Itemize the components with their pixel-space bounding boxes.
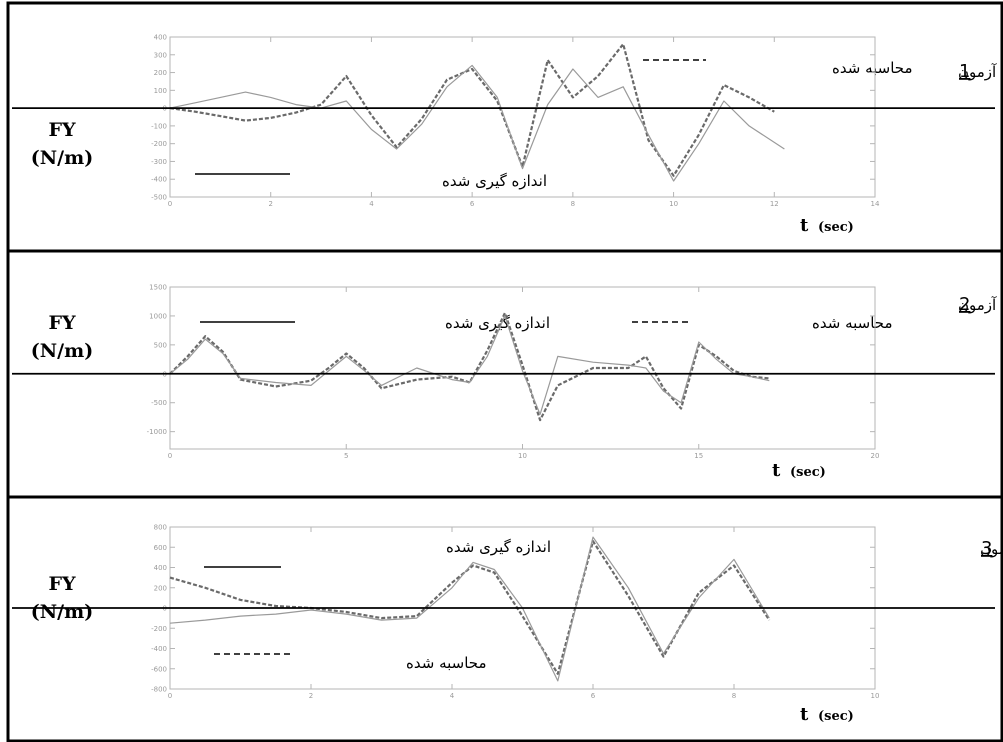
legend-label-calculated: محاسبه شده — [832, 59, 913, 77]
test-label: آزمون — [958, 63, 997, 81]
legend-label-measured: اندازه گیری شده — [442, 172, 547, 190]
x-axis-label: t — [800, 704, 809, 725]
x-tick-label: 0 — [168, 692, 172, 700]
y-tick-label: -200 — [151, 625, 167, 633]
x-tick-label: 0 — [168, 200, 172, 208]
y-tick-label: 600 — [154, 544, 167, 552]
y-axis-unit: (N/m) — [31, 147, 93, 169]
x-tick-label: 12 — [770, 200, 779, 208]
y-tick-label: -600 — [151, 665, 167, 673]
x-axis-unit: (sec) — [818, 220, 854, 235]
y-tick-label: 200 — [154, 69, 167, 77]
y-tick-label: -100 — [151, 122, 167, 130]
y-tick-label: 500 — [154, 341, 167, 349]
x-axis-unit: (sec) — [818, 709, 854, 724]
y-tick-label: 400 — [154, 34, 167, 42]
x-tick-label: 0 — [168, 452, 172, 460]
test-number: 2 — [959, 294, 970, 315]
chart-panel-2: FY (N/m) آزمون 2 t (sec) اندازه گیری شده… — [12, 284, 997, 481]
series-line-calculated — [169, 42, 775, 177]
test-number: 1 — [959, 61, 970, 82]
y-tick-label: -200 — [151, 140, 167, 148]
x-tick-label: 14 — [871, 200, 880, 208]
x-tick-label: 8 — [571, 200, 575, 208]
y-tick-label: -300 — [151, 158, 167, 166]
y-tick-label: 300 — [154, 51, 167, 59]
x-tick-label: 4 — [450, 692, 455, 700]
test-number: 3 — [981, 538, 992, 559]
x-tick-label: 8 — [732, 692, 736, 700]
y-axis-label: FY — [48, 573, 75, 595]
legend-label-measured: اندازه گیری شده — [446, 538, 551, 556]
y-axis-unit: (N/m) — [31, 340, 93, 362]
y-tick-label: -500 — [151, 194, 167, 202]
series-line-measured — [169, 315, 770, 415]
y-tick-label: -500 — [151, 399, 167, 407]
x-axis-label: t — [772, 460, 781, 481]
x-axis-unit: (sec) — [790, 465, 826, 480]
series-line-measured — [169, 536, 770, 682]
y-tick-label: 200 — [154, 584, 167, 592]
legend-label-calculated: محاسبه شده — [812, 314, 893, 332]
chart-panel-3: FY (N/m) آزمون 3 t (sec) اندازه گیری شده… — [12, 524, 1003, 725]
y-tick-label: 400 — [154, 564, 167, 572]
x-tick-label: 2 — [309, 692, 313, 700]
y-tick-label: -400 — [151, 176, 167, 184]
chart-panel-1: FY (N/m) آزمون 1 t (sec) محاسبه شده اندا… — [12, 34, 997, 236]
series-line-measured — [169, 64, 785, 182]
x-axis-label: t — [800, 215, 809, 236]
x-tick-label: 5 — [344, 452, 348, 460]
x-tick-label: 15 — [694, 452, 703, 460]
x-tick-label: 20 — [871, 452, 880, 460]
y-axis-label: FY — [48, 119, 75, 141]
y-axis-label: FY — [48, 312, 75, 334]
y-tick-label: 100 — [154, 87, 167, 95]
x-tick-label: 6 — [591, 692, 596, 700]
legend-label-calculated: محاسبه شده — [406, 654, 487, 672]
y-tick-label: 800 — [154, 524, 167, 532]
legend-label-measured: اندازه گیری شده — [445, 314, 550, 332]
plot-area — [169, 36, 876, 198]
series-line-calculated — [169, 311, 770, 422]
y-axis-unit: (N/m) — [31, 601, 93, 623]
x-tick-label: 10 — [669, 200, 678, 208]
x-tick-label: 2 — [268, 200, 272, 208]
series-line-calculated — [169, 540, 771, 675]
y-tick-label: -1000 — [147, 428, 167, 436]
figure-frame — [6, 1, 1003, 742]
test-label: آزمون — [980, 540, 1003, 558]
x-tick-label: 6 — [470, 200, 475, 208]
x-tick-label: 10 — [871, 692, 880, 700]
x-tick-label: 10 — [518, 452, 527, 460]
x-tick-label: 4 — [369, 200, 374, 208]
y-tick-label: 1000 — [149, 312, 167, 320]
y-tick-label: 1500 — [149, 284, 167, 292]
test-label: آزمون — [958, 296, 997, 314]
y-tick-label: -400 — [151, 645, 167, 653]
y-tick-label: -800 — [151, 686, 167, 694]
